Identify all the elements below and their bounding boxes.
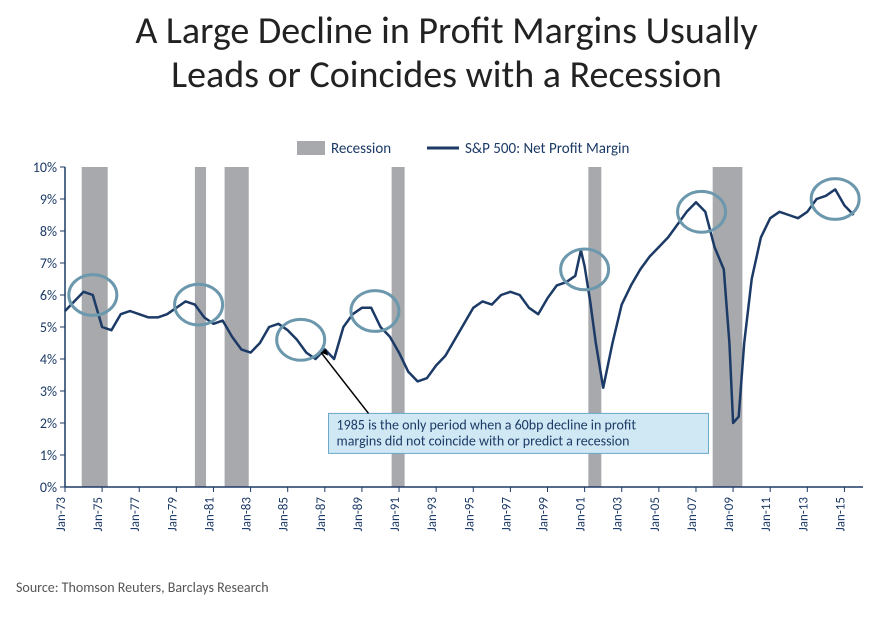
y-tick-label: 3% (39, 383, 56, 400)
y-tick-label: 1% (39, 447, 56, 464)
title-line-1: A Large Decline in Profit Margins Usuall… (135, 8, 757, 54)
source-attribution: Source: Thomson Reuters, Barclays Resear… (16, 579, 877, 596)
x-tick-label: Jan-87 (313, 497, 328, 532)
chart-legend: Recession S&P 500: Net Profit Margin (297, 140, 629, 158)
y-tick-label: 8% (39, 223, 56, 240)
x-tick-label: Jan-77 (128, 497, 143, 532)
x-tick-label: Jan-03 (610, 497, 625, 532)
page-title: A Large Decline in Profit Margins Usuall… (16, 10, 877, 97)
x-tick-label: Jan-95 (462, 497, 477, 531)
x-tick-label: Jan-83 (239, 497, 254, 532)
y-tick-label: 5% (39, 319, 56, 336)
x-tick-label: Jan-79 (165, 497, 180, 532)
legend-label: Recession (331, 140, 391, 158)
title-line-2: Leads or Coincides with a Recession (171, 52, 722, 98)
x-tick-label: Jan-73 (54, 497, 69, 532)
recession-band (224, 167, 248, 487)
x-tick-label: Jan-91 (388, 497, 403, 531)
y-tick-label: 7% (39, 255, 56, 272)
x-tick-label: Jan-89 (350, 497, 365, 532)
x-tick-label: Jan-93 (425, 497, 440, 532)
y-tick-label: 2% (39, 415, 56, 432)
y-tick-label: 9% (39, 191, 56, 208)
x-tick-label: Jan-85 (276, 497, 291, 531)
highlight-circle (276, 320, 324, 361)
y-tick-label: 0% (39, 479, 56, 496)
profit-margin-chart: 0% 1% 2% 3% 4% 5% 6% 7% 8% 9% 10% Jan-73 Jan-75 Jan-7… (17, 127, 877, 567)
callout-annotation: 1985 is the only period when a 60bp decl… (328, 414, 708, 454)
chart-svg: 0% 1% 2% 3% 4% 5% 6% 7% 8% 9% 10% Jan-73 Jan-75 Jan-7… (17, 127, 877, 567)
x-tick-label: Jan-75 (91, 497, 106, 531)
svg-text:1985 is the only period when: 1985 is the only period when a 60bp decl… (336, 417, 636, 434)
x-tick-label: Jan-81 (202, 497, 217, 531)
x-tick-label: Jan-07 (684, 497, 699, 532)
x-tick-label: Jan-99 (536, 497, 551, 532)
y-tick-label: 4% (39, 351, 56, 368)
recession-band (194, 167, 205, 487)
x-tick-label: Jan-15 (833, 497, 848, 531)
x-tick-label: Jan-01 (573, 497, 588, 531)
x-tick-label: Jan-05 (647, 497, 662, 531)
x-tick-label: Jan-97 (499, 497, 514, 532)
x-tick-label: Jan-13 (796, 497, 811, 532)
x-tick-label: Jan-09 (722, 497, 737, 532)
y-tick-label: 10% (32, 159, 56, 176)
x-tick-label: Jan-11 (759, 497, 774, 531)
legend-label: S&P 500: Net Profit Margin (465, 140, 629, 158)
svg-text:margins did not coincide with: margins did not coincide with or predict… (336, 433, 629, 450)
callout-arrow (321, 353, 368, 414)
y-tick-label: 6% (39, 287, 56, 304)
